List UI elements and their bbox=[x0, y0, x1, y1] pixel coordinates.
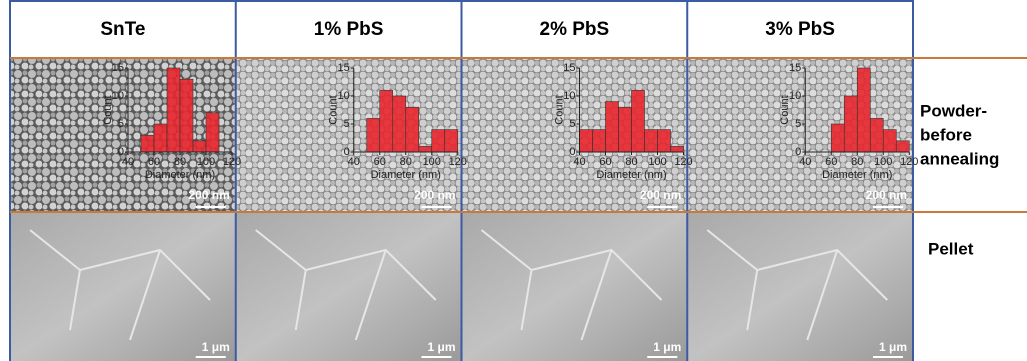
histogram-bar bbox=[580, 130, 593, 152]
x-tick-label: 100 bbox=[648, 156, 666, 168]
histogram-bar bbox=[154, 124, 167, 152]
y-tick-label: 15 bbox=[112, 62, 124, 74]
histogram-bar bbox=[619, 107, 632, 152]
histogram-bar bbox=[593, 130, 606, 152]
sem-pellet bbox=[10, 213, 236, 361]
histogram-bar bbox=[393, 96, 406, 152]
x-tick-label: 60 bbox=[599, 156, 611, 168]
y-tick-label: 15 bbox=[789, 62, 801, 74]
histogram-bar bbox=[671, 146, 684, 152]
column-header: SnTe bbox=[100, 19, 145, 40]
scale-bar-label: 200 nm bbox=[414, 188, 455, 202]
column-header: 1% PbS bbox=[314, 19, 384, 40]
column-header: 3% PbS bbox=[765, 19, 835, 40]
y-tick-label: 15 bbox=[563, 62, 575, 74]
x-tick-label: 100 bbox=[423, 156, 441, 168]
x-tick-label: 120 bbox=[223, 156, 241, 168]
x-tick-label: 60 bbox=[374, 156, 386, 168]
x-axis-label: Diameter (nm) bbox=[145, 169, 215, 181]
histogram-bar bbox=[896, 141, 909, 152]
y-tick-label: 5 bbox=[344, 118, 350, 130]
x-axis-label: Diameter (nm) bbox=[822, 169, 892, 181]
y-axis-label: Count bbox=[553, 95, 565, 124]
x-axis-label: Diameter (nm) bbox=[596, 169, 666, 181]
scale-bar-label: 1 μm bbox=[653, 340, 681, 354]
scale-bar-label: 1 μm bbox=[879, 340, 907, 354]
scale-bar-label: 1 μm bbox=[427, 340, 455, 354]
y-tick-label: 0 bbox=[569, 146, 575, 158]
histogram-bar bbox=[380, 90, 393, 152]
y-axis-label: Count bbox=[328, 95, 340, 124]
x-tick-label: 80 bbox=[851, 156, 863, 168]
scale-bar-label: 1 μm bbox=[202, 340, 230, 354]
histogram-bar bbox=[167, 68, 180, 152]
histogram-bar bbox=[870, 118, 883, 152]
histogram-bar bbox=[658, 130, 671, 152]
x-tick-label: 80 bbox=[400, 156, 412, 168]
row-label: Pellet bbox=[928, 239, 974, 258]
y-tick-label: 5 bbox=[118, 118, 124, 130]
y-tick-label: 15 bbox=[338, 62, 350, 74]
y-axis-label: Count bbox=[779, 95, 791, 124]
y-axis-label: Count bbox=[102, 95, 114, 124]
histogram-bar bbox=[844, 96, 857, 152]
y-tick-label: 5 bbox=[569, 118, 575, 130]
x-tick-label: 120 bbox=[900, 156, 918, 168]
x-axis-label: Diameter (nm) bbox=[371, 169, 441, 181]
x-tick-label: 100 bbox=[874, 156, 892, 168]
histogram-bar bbox=[141, 135, 154, 152]
sem-pellet bbox=[462, 213, 688, 361]
x-tick-label: 120 bbox=[674, 156, 692, 168]
histogram-bar bbox=[883, 130, 896, 152]
x-tick-label: 120 bbox=[449, 156, 467, 168]
x-tick-label: 60 bbox=[148, 156, 160, 168]
histogram-bar bbox=[406, 107, 419, 152]
scale-bar-label: 200 nm bbox=[866, 188, 907, 202]
histogram-bar bbox=[367, 118, 380, 152]
sem-pellet bbox=[236, 213, 462, 361]
histogram-bar bbox=[645, 130, 658, 152]
figure: SnTe 200 nm 1 μm 1% PbS 200 nm 1 μm 2% PbS 200 … bbox=[0, 0, 1027, 361]
histogram-bar bbox=[180, 79, 193, 152]
histogram-bar bbox=[193, 141, 206, 152]
scale-bar-label: 200 nm bbox=[640, 188, 681, 202]
row-label: annealing bbox=[920, 149, 999, 168]
x-tick-label: 80 bbox=[174, 156, 186, 168]
row-label: Powder- bbox=[920, 101, 987, 120]
histogram-bar bbox=[857, 68, 870, 152]
y-tick-label: 0 bbox=[795, 146, 801, 158]
row-label: before bbox=[920, 125, 972, 144]
x-tick-label: 60 bbox=[825, 156, 837, 168]
histogram-bar bbox=[206, 113, 219, 152]
histogram-bar bbox=[632, 90, 645, 152]
y-tick-label: 5 bbox=[795, 118, 801, 130]
x-tick-label: 100 bbox=[197, 156, 215, 168]
sem-pellet bbox=[687, 213, 913, 361]
histogram-bar bbox=[606, 102, 619, 152]
y-tick-label: 0 bbox=[118, 146, 124, 158]
scale-bar-label: 200 nm bbox=[188, 188, 229, 202]
x-tick-label: 80 bbox=[625, 156, 637, 168]
column-header: 2% PbS bbox=[540, 19, 610, 40]
y-tick-label: 0 bbox=[344, 146, 350, 158]
histogram-bar bbox=[419, 146, 432, 152]
histogram-bar bbox=[831, 124, 844, 152]
histogram-bar bbox=[432, 130, 445, 152]
histogram-bar bbox=[445, 130, 458, 152]
